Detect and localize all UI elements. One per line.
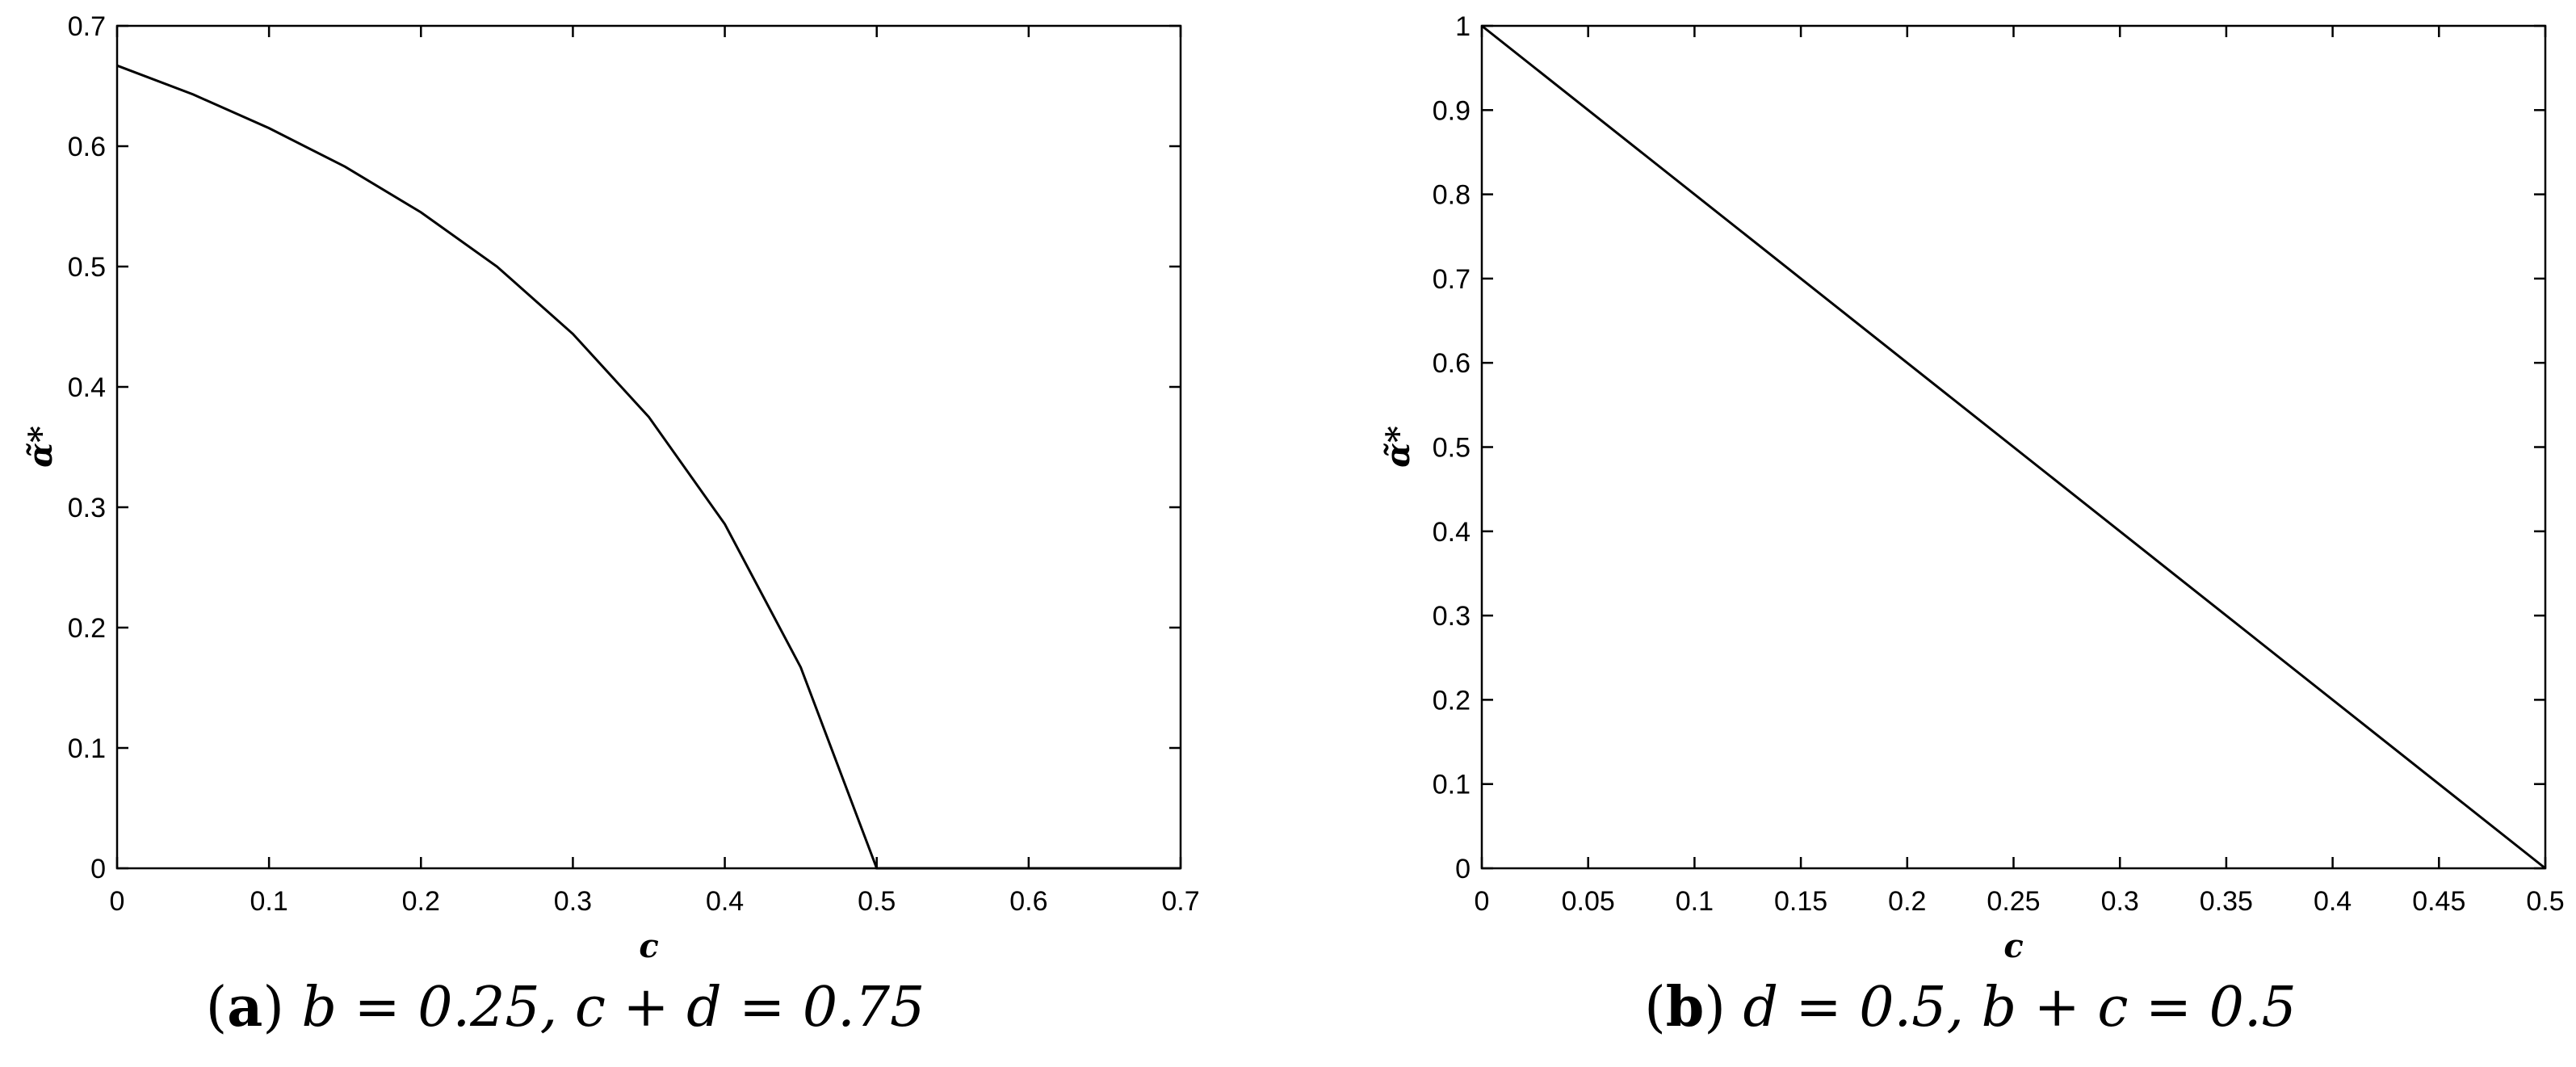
panel-caption: (b) d = 0.5, b + c = 0.5 [1644, 975, 2297, 1040]
x-tick-label: 0.3 [554, 886, 592, 917]
x-tick-label: 0 [110, 886, 125, 917]
x-tick-label: 0.25 [1987, 886, 2040, 917]
plot-frame [115, 24, 1182, 870]
x-tick-label: 0.5 [858, 886, 896, 917]
x-tick-label: 0.1 [1676, 886, 1714, 917]
x-tick-label: 0.6 [1009, 886, 1047, 917]
y-tick-label: 0.7 [68, 11, 106, 42]
series-line [1481, 24, 2546, 870]
x-tick-label: 0.2 [402, 886, 440, 917]
y-tick-label: 0.5 [1433, 433, 1471, 464]
y-tick-label: 0.8 [1433, 180, 1471, 211]
y-tick-label: 0.5 [68, 252, 106, 283]
y-axis-label: α̃* [1379, 426, 1417, 468]
x-tick-label: 0.45 [2412, 886, 2465, 917]
y-tick-label: 0.2 [68, 613, 106, 644]
y-tick-label: 0.2 [1433, 685, 1471, 716]
y-tick-label: 0 [90, 854, 106, 884]
x-tick-label: 0.5 [2526, 886, 2564, 917]
y-tick-label: 0.3 [68, 493, 106, 523]
x-tick-label: 0.05 [1562, 886, 1615, 917]
chart-panel-b: 0 0.05 0.1 0.15 0.2 0.25 0.3 0.35 0.4 0.45 0.5 0 0.1… [1379, 11, 2565, 1040]
x-tick-label: 0.35 [2200, 886, 2253, 917]
y-tick-label: 0.1 [68, 733, 106, 764]
chart-panel-a: 0 0.1 0.2 0.3 0.4 0.5 0.6 0.7 0 0.1 0.2 0.3 0.4 0.5 0.… [22, 11, 1200, 1040]
y-tick-label: 0.1 [1433, 770, 1471, 800]
y-tick-label: 0.3 [1433, 601, 1471, 632]
y-tick-label: 0.4 [1433, 517, 1471, 548]
x-tick-label: 0.2 [1888, 886, 1926, 917]
x-axis-label: c [2003, 927, 2023, 965]
y-axis-label: α̃* [22, 426, 60, 468]
y-tick-label: 0.7 [1433, 264, 1471, 295]
x-tick-label: 0.4 [706, 886, 744, 917]
y-tick-label: 1 [1455, 11, 1471, 42]
y-tick-label: 0.6 [1433, 348, 1471, 379]
y-tick-label: 0.6 [68, 132, 106, 162]
x-tick-label: 0.1 [250, 886, 288, 917]
y-tick-label: 0 [1455, 854, 1471, 884]
panel-caption: (a) b = 0.25, c + d = 0.75 [206, 975, 925, 1040]
x-tick-label: 0 [1475, 886, 1490, 917]
y-tick-label: 0.9 [1433, 95, 1471, 126]
x-tick-label: 0.7 [1161, 886, 1199, 917]
x-tick-label: 0.3 [2101, 886, 2139, 917]
x-tick-label: 0.4 [2314, 886, 2352, 917]
series-line [116, 64, 1181, 870]
x-tick-label: 0.15 [1774, 886, 1827, 917]
y-tick-label: 0.4 [68, 372, 106, 403]
x-axis-label: c [639, 927, 658, 965]
